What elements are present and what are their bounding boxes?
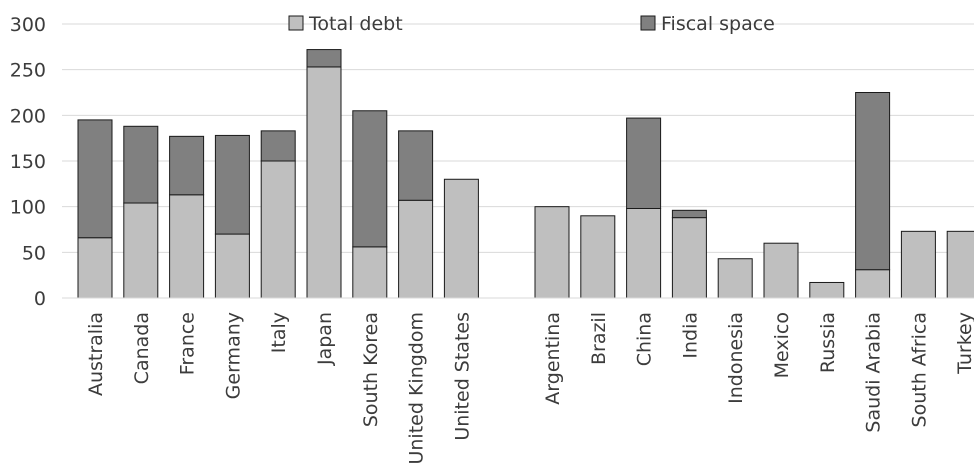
bar-total-debt-australia xyxy=(77,237,113,299)
bar-total-debt-south-africa xyxy=(900,230,936,299)
bar-fiscal-space-japan xyxy=(306,49,342,68)
bar-total-debt-france xyxy=(169,194,205,299)
gridlines xyxy=(62,23,974,253)
bar-fiscal-space-france xyxy=(169,135,205,196)
x-tick-label-mexico: Mexico xyxy=(771,312,793,378)
bar-total-debt-japan xyxy=(306,66,342,299)
bar-fiscal-space-china xyxy=(626,117,662,209)
bar-fiscal-space-australia xyxy=(77,119,113,239)
bar-fiscal-space-italy xyxy=(260,130,296,162)
x-tick-label-argentina: Argentina xyxy=(542,312,564,405)
x-axis-tick-labels: Australia Canada France Germany Italy Japan So… xyxy=(85,312,974,465)
legend: Total debt Fiscal space xyxy=(288,13,775,35)
bar-total-debt-turkey xyxy=(946,230,974,299)
x-tick-label-canada: Canada xyxy=(131,312,153,384)
bar-total-debt-mexico xyxy=(763,242,799,299)
x-tick-label-united-kingdom: United Kingdom xyxy=(406,312,428,465)
x-tick-label-indonesia: Indonesia xyxy=(725,312,747,404)
x-tick-label-saudi-arabia: Saudi Arabia xyxy=(863,312,885,433)
bar-total-debt-russia xyxy=(809,281,845,299)
bar-fiscal-space-saudi-arabia xyxy=(855,92,891,271)
bar-total-debt-china xyxy=(626,207,662,299)
x-tick-label-united-states: United States xyxy=(451,312,473,441)
y-axis-tick-labels: 0 50 100 150 200 250 300 xyxy=(10,14,46,310)
bar-fiscal-space-germany xyxy=(214,134,250,235)
bar-fiscal-space-india xyxy=(671,209,707,219)
bar-total-debt-argentina xyxy=(534,206,570,299)
x-tick-label-south-korea: South Korea xyxy=(360,312,382,427)
bar-total-debt-united-states xyxy=(443,178,479,299)
bar-total-debt-indonesia xyxy=(717,258,753,299)
y-tick-label-250: 250 xyxy=(10,60,46,82)
x-tick-label-brazil: Brazil xyxy=(588,312,610,365)
bar-fiscal-space-south-korea xyxy=(352,110,388,248)
y-tick-label-0: 0 xyxy=(34,288,46,310)
y-tick-label-50: 50 xyxy=(22,242,46,264)
x-tick-label-china: China xyxy=(634,312,656,366)
bar-total-debt-saudi-arabia xyxy=(855,269,891,299)
x-tick-label-italy: Italy xyxy=(268,312,290,353)
y-tick-label-100: 100 xyxy=(10,197,46,219)
bar-total-debt-germany xyxy=(214,233,250,299)
bar-total-debt-india xyxy=(671,217,707,299)
y-tick-label-200: 200 xyxy=(10,105,46,127)
y-tick-label-300: 300 xyxy=(10,14,46,36)
bar-total-debt-brazil xyxy=(580,215,616,299)
x-tick-label-india: India xyxy=(679,312,701,359)
x-tick-label-turkey: Turkey xyxy=(954,312,974,375)
bar-total-debt-italy xyxy=(260,160,296,299)
y-tick-label-150: 150 xyxy=(10,151,46,173)
bar-fiscal-space-canada xyxy=(123,125,159,204)
x-tick-label-australia: Australia xyxy=(85,312,107,396)
x-tick-label-japan: Japan xyxy=(314,312,336,366)
bar-total-debt-south-korea xyxy=(352,246,388,299)
x-tick-label-south-africa: South Africa xyxy=(908,312,930,427)
bars xyxy=(77,49,974,299)
legend-swatch-total-debt xyxy=(288,15,304,31)
x-tick-label-russia: Russia xyxy=(817,312,839,373)
legend-label-fiscal-space: Fiscal space xyxy=(661,13,775,35)
x-tick-label-germany: Germany xyxy=(222,312,244,399)
legend-label-total-debt: Total debt xyxy=(308,13,403,35)
bar-total-debt-united-kingdom xyxy=(398,199,434,299)
x-tick-label-france: France xyxy=(177,312,199,375)
bar-fiscal-space-united-kingdom xyxy=(398,130,434,201)
legend-swatch-fiscal-space xyxy=(640,15,656,31)
bar-total-debt-canada xyxy=(123,202,159,299)
